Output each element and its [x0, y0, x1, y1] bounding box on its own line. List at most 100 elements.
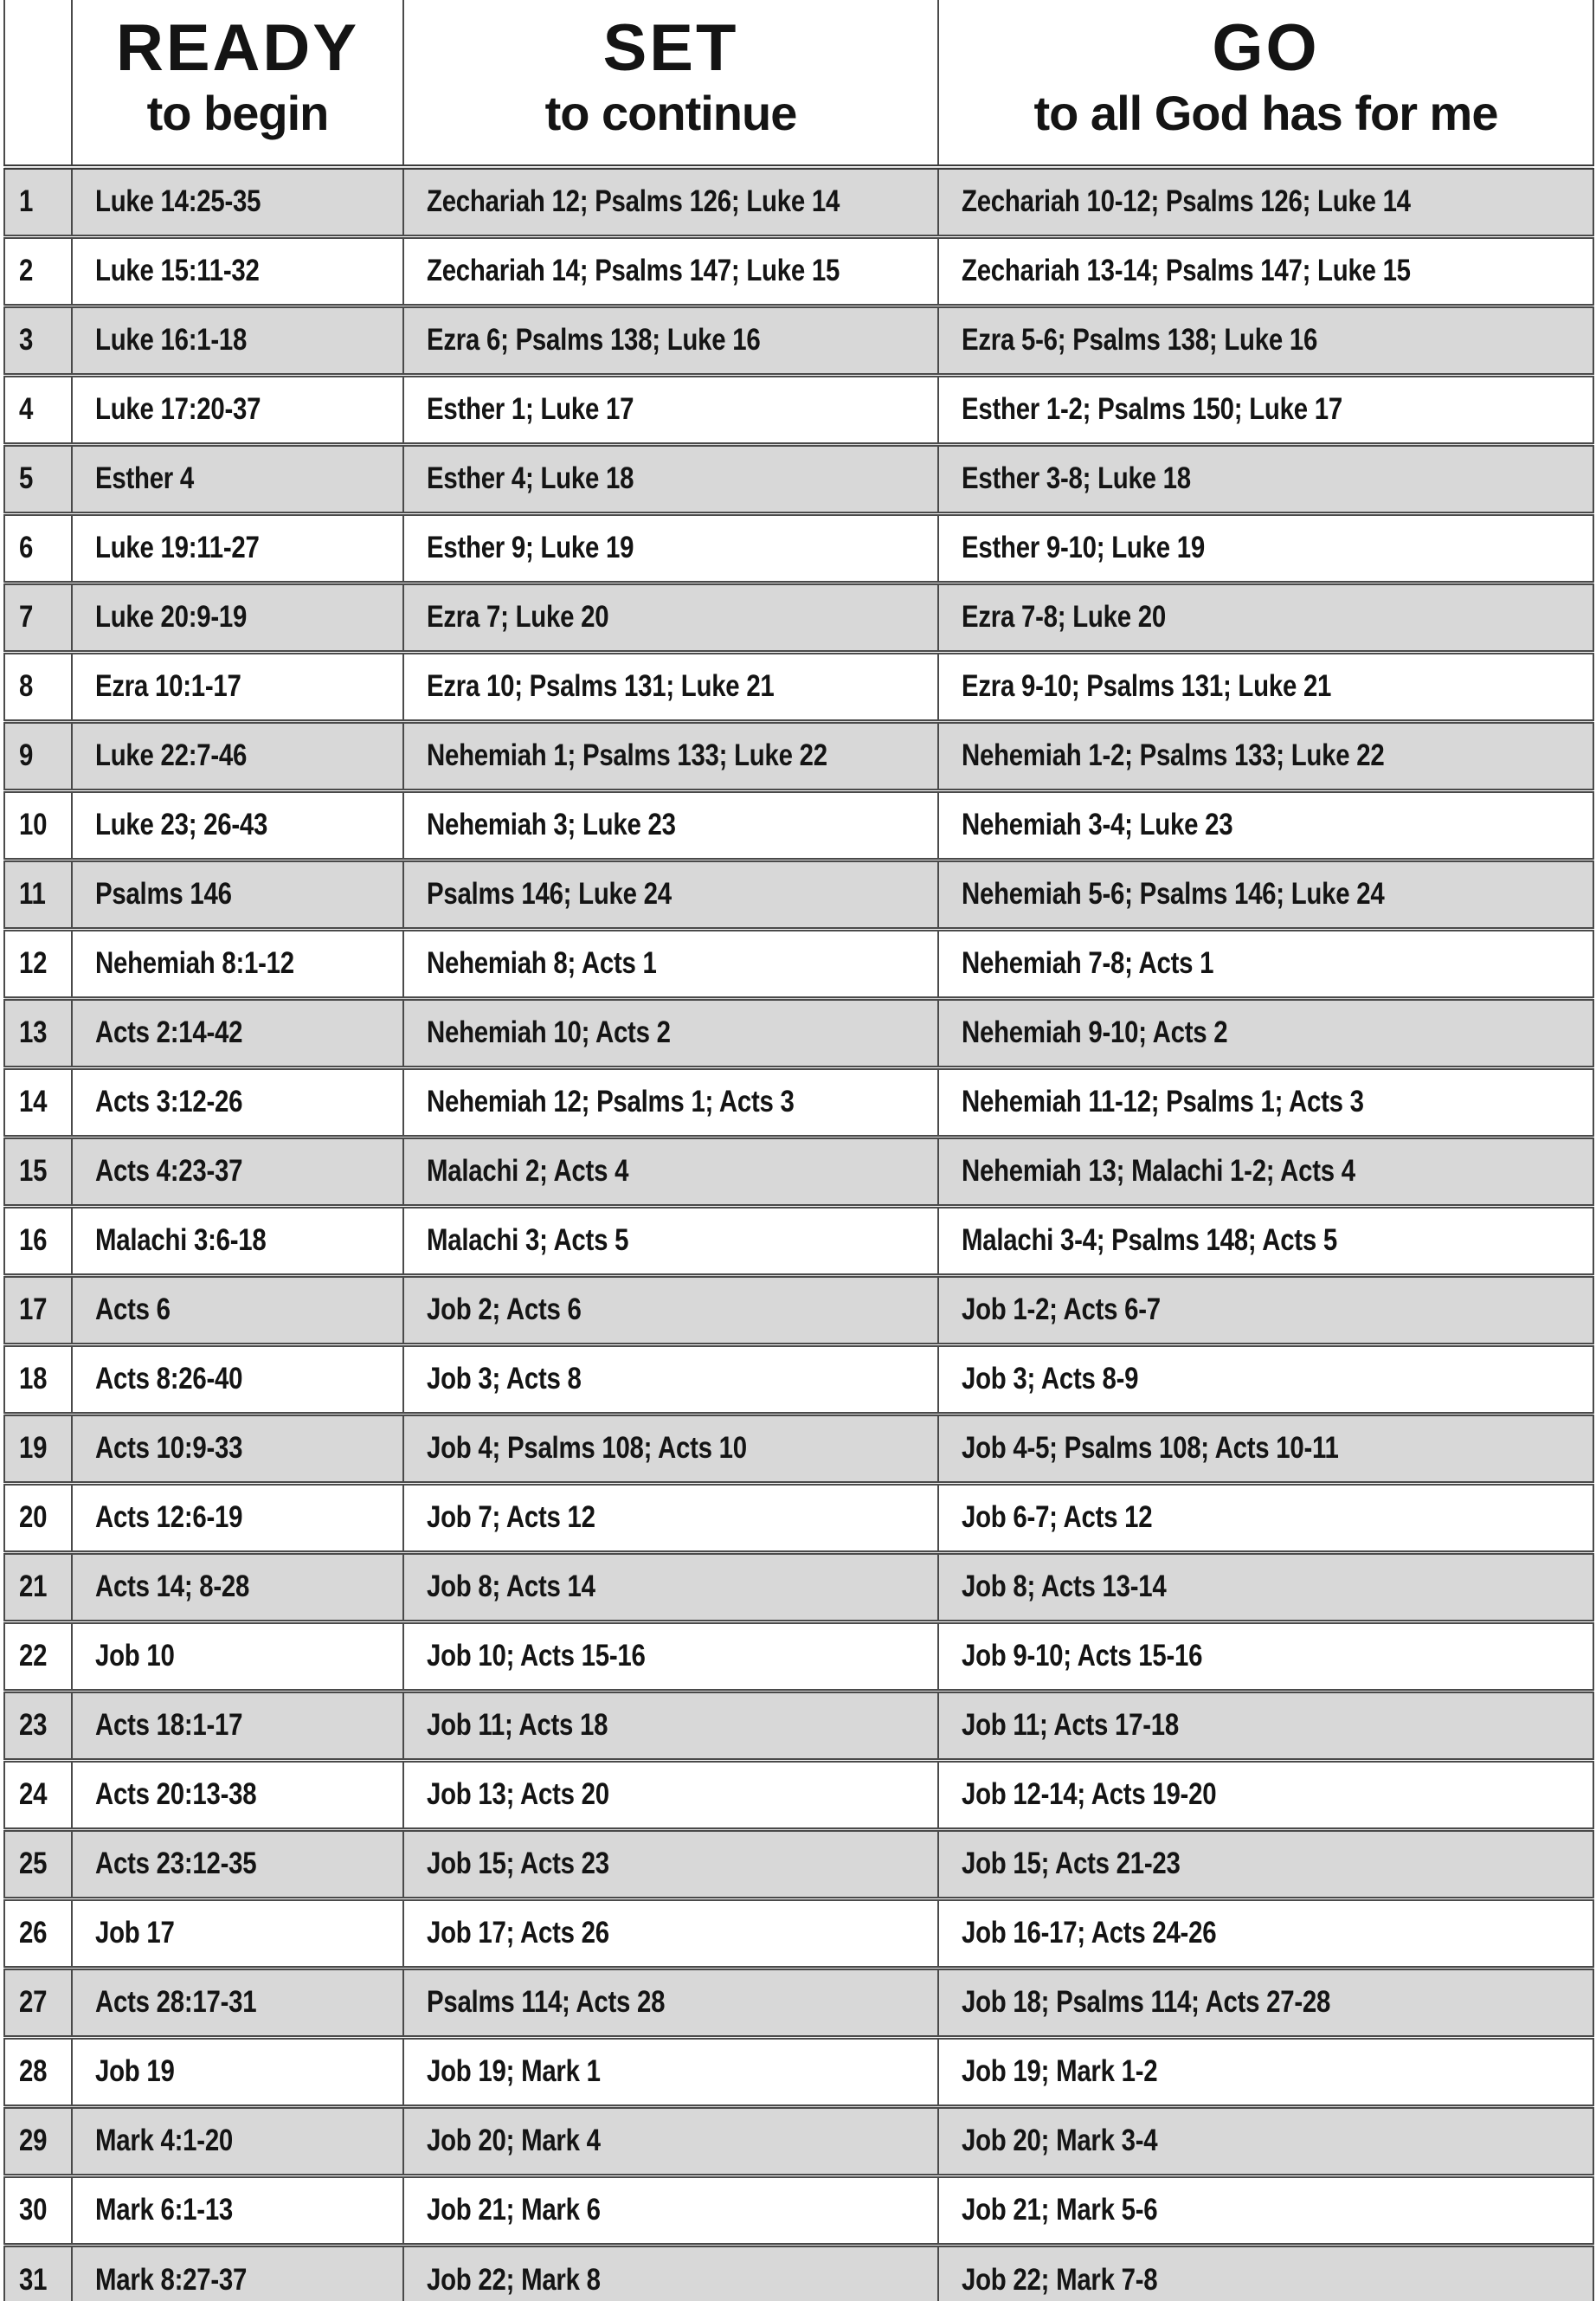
go-cell: Zechariah 10-12; Psalms 126; Luke 14 — [937, 167, 1593, 236]
go-cell: Malachi 3-4; Psalms 148; Acts 5 — [937, 1206, 1593, 1275]
table-row: 17 Acts 6 Job 2; Acts 6 Job 1-2; Acts 6-7 — [3, 1275, 1593, 1344]
set-reference: Job 2; Acts 6 — [427, 1292, 582, 1326]
day-cell: 13 — [3, 998, 72, 1067]
ready-cell: Mark 4:1-20 — [71, 2106, 403, 2175]
ready-reference: Acts 10:9-33 — [95, 1431, 243, 1465]
go-reference: Nehemiah 13; Malachi 1-2; Acts 4 — [962, 1154, 1355, 1188]
set-cell: Zechariah 14; Psalms 147; Luke 15 — [402, 236, 938, 306]
set-reference: Job 17; Acts 26 — [427, 1916, 609, 1950]
go-cell: Job 9-10; Acts 15-16 — [937, 1621, 1593, 1691]
set-reference: Job 22; Mark 8 — [427, 2262, 601, 2297]
ready-reference: Ezra 10:1-17 — [95, 669, 241, 703]
go-subtitle: to all God has for me — [1033, 86, 1499, 140]
set-cell: Psalms 114; Acts 28 — [402, 1968, 938, 2037]
set-reference: Job 11; Acts 18 — [427, 1708, 608, 1742]
set-cell: Job 10; Acts 15-16 — [402, 1621, 938, 1691]
ready-cell: Acts 10:9-33 — [71, 1414, 403, 1483]
ready-reference: Luke 15:11-32 — [95, 254, 260, 287]
ready-reference: Luke 23; 26-43 — [95, 808, 268, 841]
day-number: 27 — [19, 1985, 48, 2019]
ready-reference: Acts 18:1-17 — [95, 1708, 243, 1742]
go-cell: Nehemiah 5-6; Psalms 146; Luke 24 — [937, 860, 1593, 929]
go-cell: Job 20; Mark 3-4 — [937, 2106, 1593, 2175]
set-reference: Malachi 3; Acts 5 — [427, 1223, 629, 1257]
day-number: 10 — [19, 808, 48, 841]
set-cell: Job 3; Acts 8 — [402, 1344, 938, 1414]
day-cell: 5 — [3, 444, 72, 513]
ready-cell: Psalms 146 — [71, 860, 403, 929]
table-row: 18 Acts 8:26-40 Job 3; Acts 8 Job 3; Acts 8… — [3, 1344, 1593, 1414]
go-reference: Zechariah 13-14; Psalms 147; Luke 15 — [962, 254, 1411, 287]
table-row: 1 Luke 14:25-35 Zechariah 12; Psalms 126; … — [3, 167, 1593, 236]
ready-reference: Acts 20:13-38 — [95, 1777, 257, 1811]
day-number: 9 — [19, 738, 34, 772]
go-cell: Job 16-17; Acts 24-26 — [937, 1898, 1593, 1968]
ready-cell: Acts 3:12-26 — [71, 1067, 403, 1137]
set-cell: Ezra 10; Psalms 131; Luke 21 — [402, 652, 938, 721]
table-row: 6 Luke 19:11-27 Esther 9; Luke 19 Esther 9-… — [3, 513, 1593, 583]
day-number: 11 — [19, 877, 46, 911]
day-number: 6 — [19, 531, 34, 564]
ready-reference: Psalms 146 — [95, 877, 232, 911]
ready-cell: Malachi 3:6-18 — [71, 1206, 403, 1275]
go-reference: Job 4-5; Psalms 108; Acts 10-11 — [962, 1431, 1339, 1465]
day-number: 13 — [19, 1015, 48, 1049]
day-number: 19 — [19, 1431, 48, 1465]
go-reference: Job 15; Acts 21-23 — [962, 1847, 1181, 1880]
day-cell: 23 — [3, 1691, 72, 1760]
set-reference: Job 20; Mark 4 — [427, 2124, 601, 2157]
day-cell: 3 — [3, 306, 72, 375]
ready-reference: Job 10 — [95, 1639, 175, 1673]
set-reference: Nehemiah 10; Acts 2 — [427, 1015, 671, 1049]
day-number: 29 — [19, 2124, 48, 2157]
set-reference: Job 10; Acts 15-16 — [427, 1639, 646, 1673]
day-number: 23 — [19, 1708, 48, 1742]
table-row: 2 Luke 15:11-32 Zechariah 14; Psalms 147; … — [3, 236, 1593, 306]
table-row: 21 Acts 14; 8-28 Job 8; Acts 14 Job 8; Acts… — [3, 1552, 1593, 1621]
table-row: 25 Acts 23:12-35 Job 15; Acts 23 Job 15; Ac… — [3, 1829, 1593, 1898]
ready-reference: Acts 23:12-35 — [95, 1847, 257, 1880]
set-reference: Job 8; Acts 14 — [427, 1569, 595, 1603]
go-cell: Job 22; Mark 7-8 — [937, 2245, 1593, 2301]
go-cell: Job 18; Psalms 114; Acts 27-28 — [937, 1968, 1593, 2037]
go-reference: Job 22; Mark 7-8 — [962, 2262, 1158, 2297]
ready-cell: Job 17 — [71, 1898, 403, 1968]
table-row: 16 Malachi 3:6-18 Malachi 3; Acts 5 Malachi… — [3, 1206, 1593, 1275]
table-row: 30 Mark 6:1-13 Job 21; Mark 6 Job 21; Mark … — [3, 2175, 1593, 2245]
set-cell: Job 19; Mark 1 — [402, 2037, 938, 2106]
day-number: 1 — [19, 184, 34, 219]
set-cell: Job 17; Acts 26 — [402, 1898, 938, 1968]
go-cell: Job 1-2; Acts 6-7 — [937, 1275, 1593, 1344]
table-row: 4 Luke 17:20-37 Esther 1; Luke 17 Esther 1-… — [3, 375, 1593, 444]
day-cell: 15 — [3, 1137, 72, 1206]
ready-cell: Acts 28:17-31 — [71, 1968, 403, 2037]
go-cell: Job 6-7; Acts 12 — [937, 1483, 1593, 1552]
set-cell: Job 8; Acts 14 — [402, 1552, 938, 1621]
go-cell: Job 21; Mark 5-6 — [937, 2175, 1593, 2245]
ready-cell: Luke 23; 26-43 — [71, 790, 403, 860]
day-number: 2 — [19, 254, 34, 287]
ready-cell: Ezra 10:1-17 — [71, 652, 403, 721]
ready-reference: Nehemiah 8:1-12 — [95, 946, 294, 980]
ready-cell: Acts 18:1-17 — [71, 1691, 403, 1760]
table-row: 7 Luke 20:9-19 Ezra 7; Luke 20 Ezra 7-8; Lu… — [3, 583, 1593, 652]
ready-cell: Nehemiah 8:1-12 — [71, 929, 403, 998]
go-cell: Nehemiah 3-4; Luke 23 — [937, 790, 1593, 860]
ready-cell: Luke 16:1-18 — [71, 306, 403, 375]
day-number: 3 — [19, 323, 34, 357]
go-reference: Job 18; Psalms 114; Acts 27-28 — [962, 1985, 1331, 2019]
set-cell: Job 7; Acts 12 — [402, 1483, 938, 1552]
ready-cell: Acts 4:23-37 — [71, 1137, 403, 1206]
day-cell: 30 — [3, 2175, 72, 2245]
go-reference: Nehemiah 9-10; Acts 2 — [962, 1015, 1228, 1049]
go-reference: Job 8; Acts 13-14 — [962, 1569, 1167, 1603]
set-title: SET — [602, 11, 739, 85]
day-number: 5 — [19, 461, 34, 495]
table-row: 27 Acts 28:17-31 Psalms 114; Acts 28 Job 18… — [3, 1968, 1593, 2037]
day-cell: 21 — [3, 1552, 72, 1621]
day-cell: 12 — [3, 929, 72, 998]
go-cell: Nehemiah 9-10; Acts 2 — [937, 998, 1593, 1067]
ready-reference: Acts 28:17-31 — [95, 1985, 257, 2019]
day-cell: 9 — [3, 721, 72, 790]
day-cell: 4 — [3, 375, 72, 444]
